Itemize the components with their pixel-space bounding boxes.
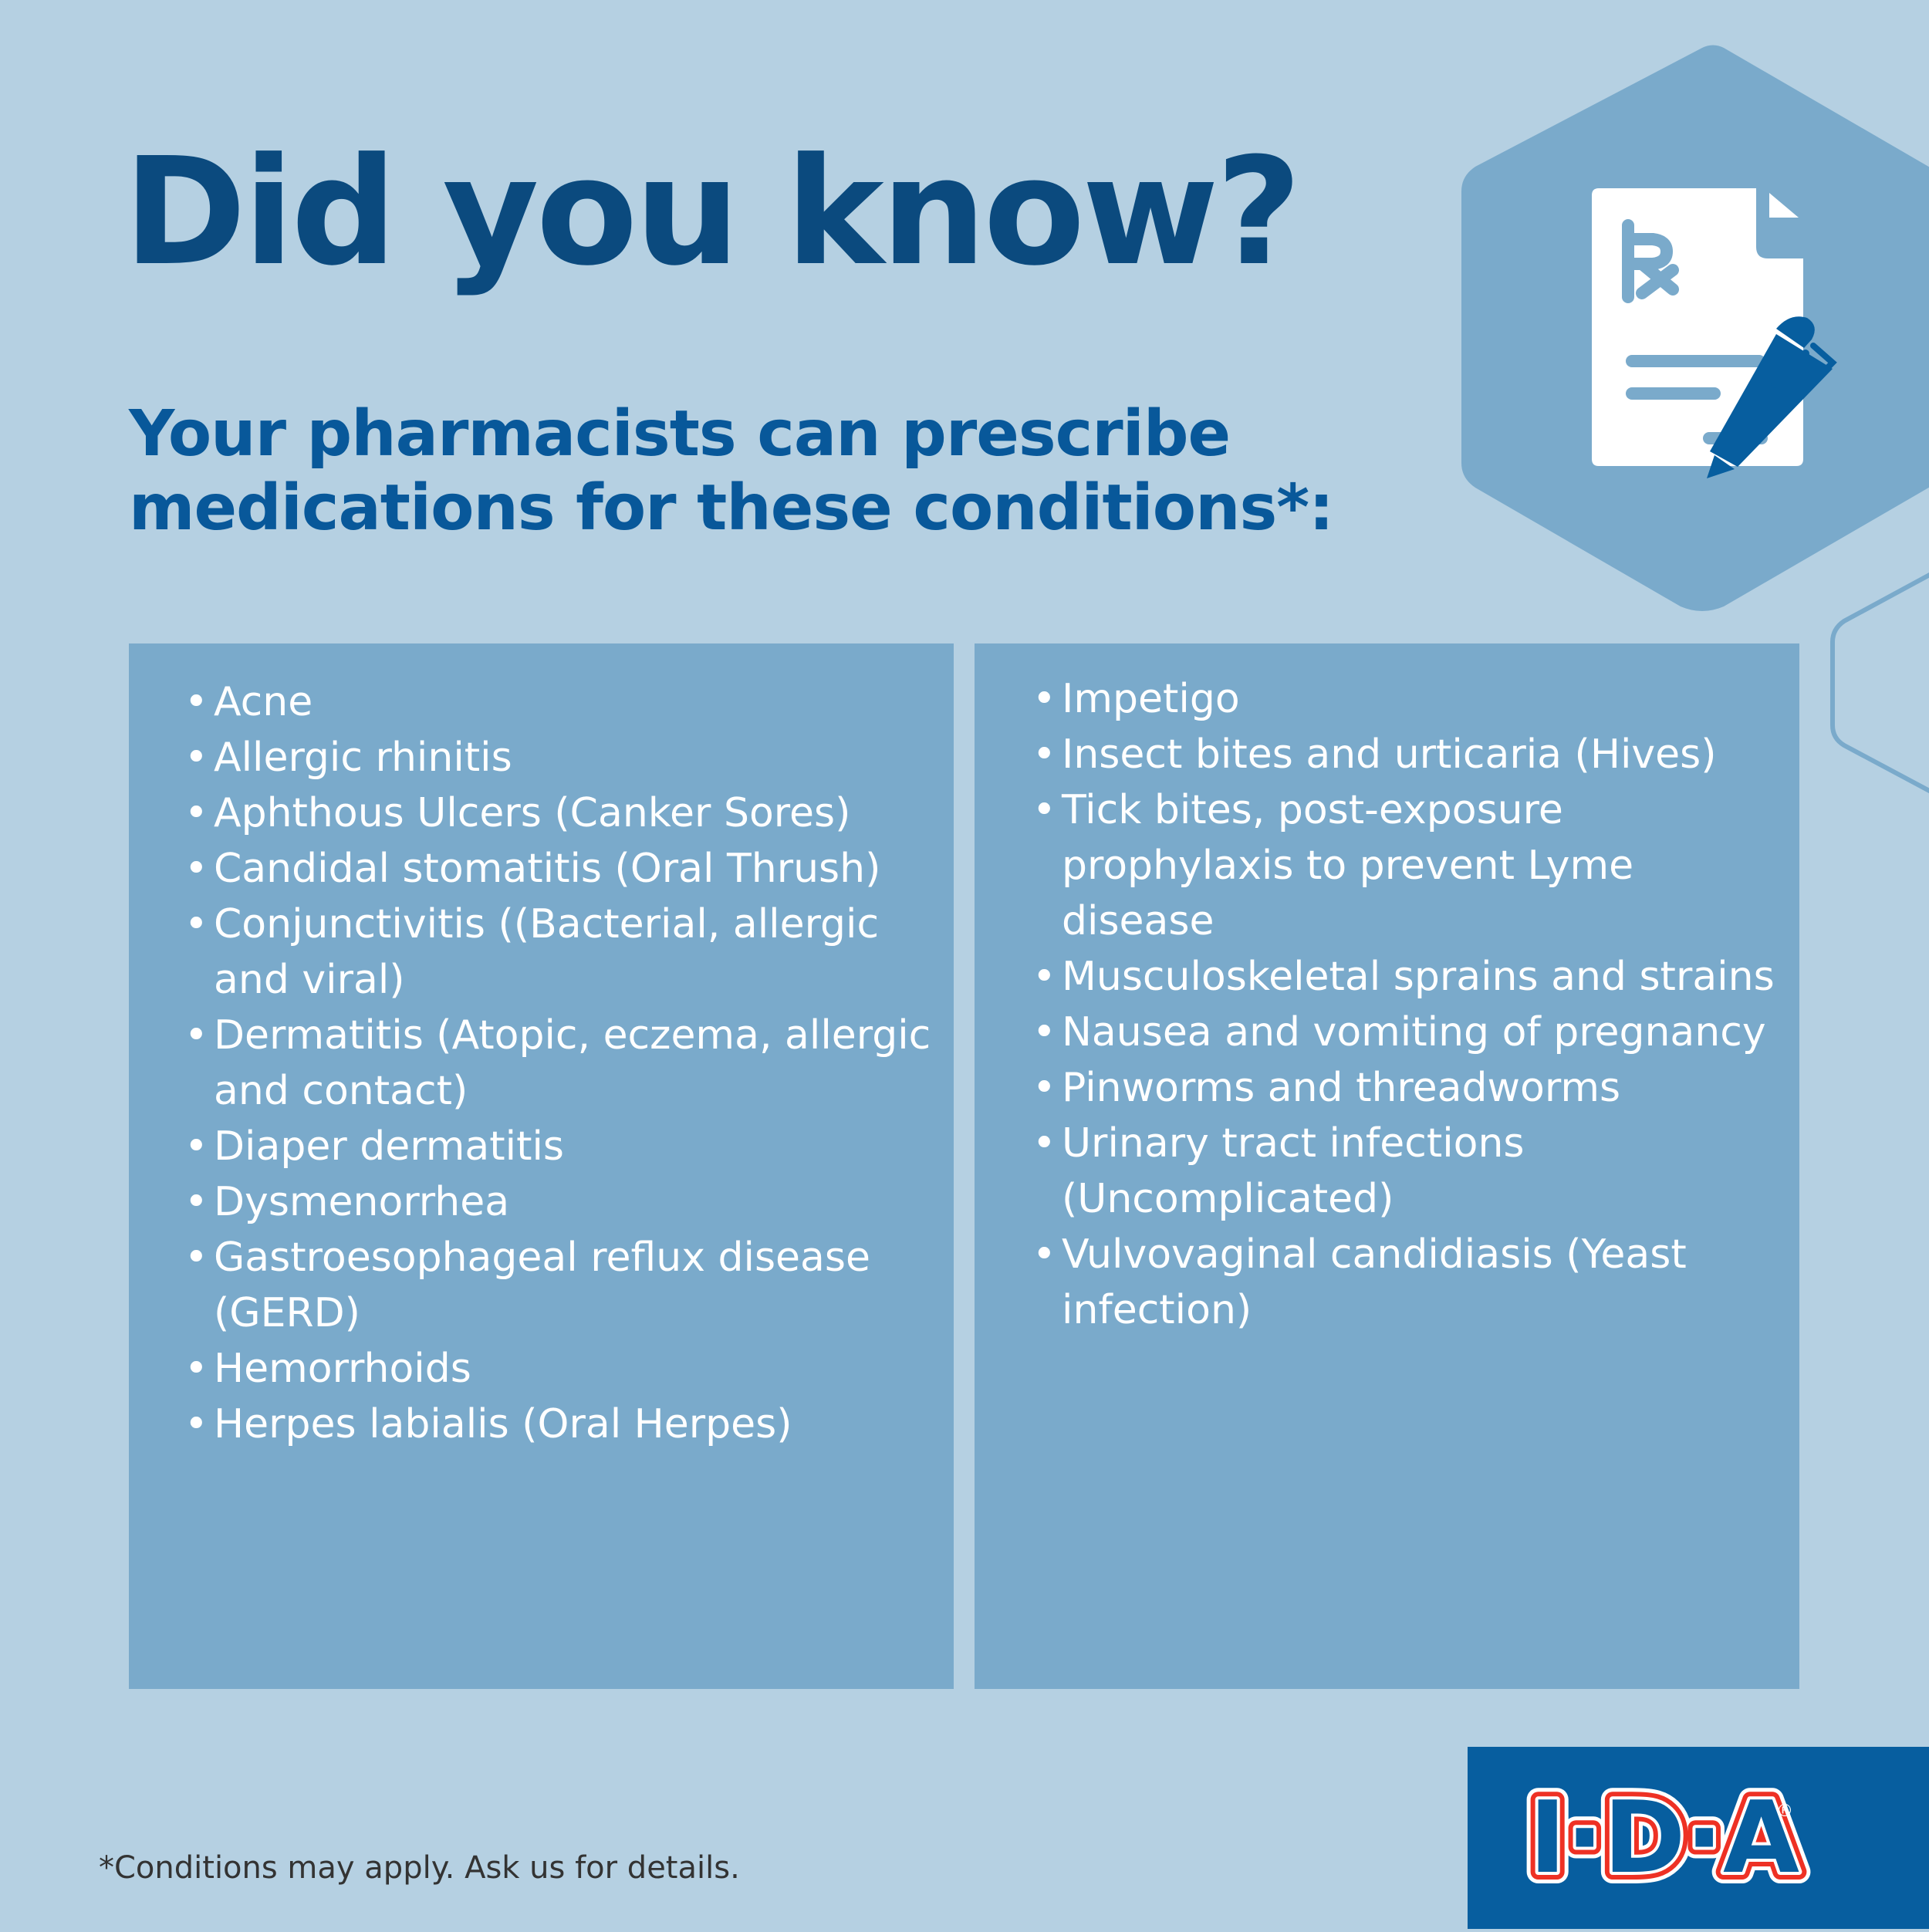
- condition-text: Herpes labialis (Oral Herpes): [214, 1401, 792, 1447]
- bullet-icon: •: [184, 1012, 208, 1059]
- condition-item: • Nausea and vomiting of pregnancy: [1032, 1005, 1784, 1060]
- conditions-panel-left: • Acne • Allergic rhinitis • Aphthous Ulcers …: [129, 643, 954, 1689]
- hexagon-outline: [1830, 573, 1929, 794]
- conditions-panel-right: • Impetigo • Insect bites and urticaria (Hi…: [975, 643, 1799, 1689]
- logo-letters: I·D·A: [1529, 1781, 1799, 1896]
- bullet-icon: •: [184, 1123, 208, 1170]
- ida-logo: I·D·A I·D·A I·D·A I·D·A ®: [1468, 1747, 1929, 1929]
- bullet-icon: •: [184, 1401, 208, 1447]
- bullet-icon: •: [184, 679, 208, 725]
- page-title: Did you know?: [123, 127, 1302, 299]
- bullet-icon: •: [184, 901, 208, 947]
- decorative-hexagons: [1461, 45, 1929, 794]
- condition-text: Aphthous Ulcers (Canker Sores): [214, 790, 851, 836]
- page-subtitle: Your pharmacists can prescribe medicatio…: [129, 397, 1334, 545]
- condition-item: • Insect bites and urticaria (Hives): [1032, 727, 1784, 782]
- condition-text: Insect bites and urticaria (Hives): [1062, 731, 1717, 778]
- condition-text: Gastroesophageal reflux disease (GERD): [214, 1235, 870, 1336]
- ida-logo-mark: I·D·A I·D·A I·D·A I·D·A ®: [1518, 1769, 1811, 1907]
- condition-item: • Vulvovaginal candidiasis (Yeast infecti…: [1032, 1227, 1784, 1338]
- condition-item: • Impetigo: [1032, 671, 1784, 727]
- bullet-icon: •: [184, 790, 208, 836]
- logo-outline-red: I·D·A: [1529, 1781, 1799, 1896]
- bullet-icon: •: [184, 1346, 208, 1392]
- condition-text: Candidal stomatitis (Oral Thrush): [214, 846, 881, 892]
- condition-item: • Urinary tract infections (Uncomplicated…: [1032, 1116, 1784, 1227]
- condition-item: • Acne: [184, 674, 938, 730]
- condition-text: Musculoskeletal sprains and strains: [1062, 954, 1775, 1000]
- condition-item: • Allergic rhinitis: [184, 730, 938, 785]
- condition-item: • Diaper dermatitis: [184, 1119, 938, 1174]
- subtitle-line-2: medications for these conditions*:: [129, 471, 1334, 545]
- bullet-icon: •: [1032, 787, 1056, 833]
- logo-outline-inner: I·D·A: [1529, 1781, 1799, 1896]
- condition-text: Tick bites, post-exposure prophylaxis to…: [1062, 787, 1634, 944]
- conditions-list-right: • Impetigo • Insect bites and urticaria (Hi…: [1032, 671, 1784, 1338]
- bullet-icon: •: [184, 846, 208, 892]
- condition-item: • Dermatitis (Atopic, eczema, allergic an…: [184, 1008, 938, 1119]
- bullet-icon: •: [184, 735, 208, 781]
- condition-item: • Musculoskeletal sprains and strains: [1032, 949, 1784, 1005]
- condition-text: Impetigo: [1062, 676, 1240, 722]
- bullet-icon: •: [184, 1179, 208, 1225]
- condition-item: • Conjunctivitis ((Bacterial, allergic an…: [184, 897, 938, 1008]
- condition-text: Nausea and vomiting of pregnancy: [1062, 1009, 1766, 1056]
- condition-text: Conjunctivitis ((Bacterial, allergic and…: [214, 901, 880, 1003]
- condition-text: Pinworms and threadworms: [1062, 1065, 1621, 1111]
- condition-text: Dermatitis (Atopic, eczema, allergic and…: [214, 1012, 931, 1114]
- condition-item: • Hemorrhoids: [184, 1341, 938, 1397]
- registered-mark: ®: [1776, 1802, 1793, 1821]
- bullet-icon: •: [1032, 731, 1056, 778]
- condition-text: Diaper dermatitis: [214, 1123, 565, 1170]
- condition-text: Vulvovaginal candidiasis (Yeast infectio…: [1062, 1231, 1687, 1333]
- condition-text: Acne: [214, 679, 313, 725]
- logo-outline-white: I·D·A: [1529, 1781, 1799, 1896]
- condition-text: Urinary tract infections (Uncomplicated): [1062, 1120, 1525, 1222]
- subtitle-line-1: Your pharmacists can prescribe: [129, 397, 1231, 471]
- condition-item: • Pinworms and threadworms: [1032, 1060, 1784, 1116]
- bullet-icon: •: [1032, 1231, 1056, 1278]
- condition-item: • Dysmenorrhea: [184, 1174, 938, 1230]
- condition-item: • Aphthous Ulcers (Canker Sores): [184, 785, 938, 841]
- condition-item: • Herpes labialis (Oral Herpes): [184, 1397, 938, 1452]
- bullet-icon: •: [1032, 1009, 1056, 1056]
- bullet-icon: •: [1032, 1065, 1056, 1111]
- condition-item: • Candidal stomatitis (Oral Thrush): [184, 841, 938, 897]
- bullet-icon: •: [1032, 676, 1056, 722]
- condition-item: • Tick bites, post-exposure prophylaxis t…: [1032, 782, 1784, 949]
- condition-text: Dysmenorrhea: [214, 1179, 510, 1225]
- bullet-icon: •: [1032, 954, 1056, 1000]
- condition-text: Hemorrhoids: [214, 1346, 471, 1392]
- bullet-icon: •: [1032, 1120, 1056, 1167]
- condition-item: • Gastroesophageal reflux disease (GERD): [184, 1230, 938, 1341]
- footnote: *Conditions may apply. Ask us for detail…: [99, 1850, 740, 1886]
- conditions-list-left: • Acne • Allergic rhinitis • Aphthous Ulcers …: [184, 674, 938, 1452]
- pen-icon: [1707, 316, 1837, 478]
- bullet-icon: •: [184, 1235, 208, 1281]
- condition-text: Allergic rhinitis: [214, 735, 512, 781]
